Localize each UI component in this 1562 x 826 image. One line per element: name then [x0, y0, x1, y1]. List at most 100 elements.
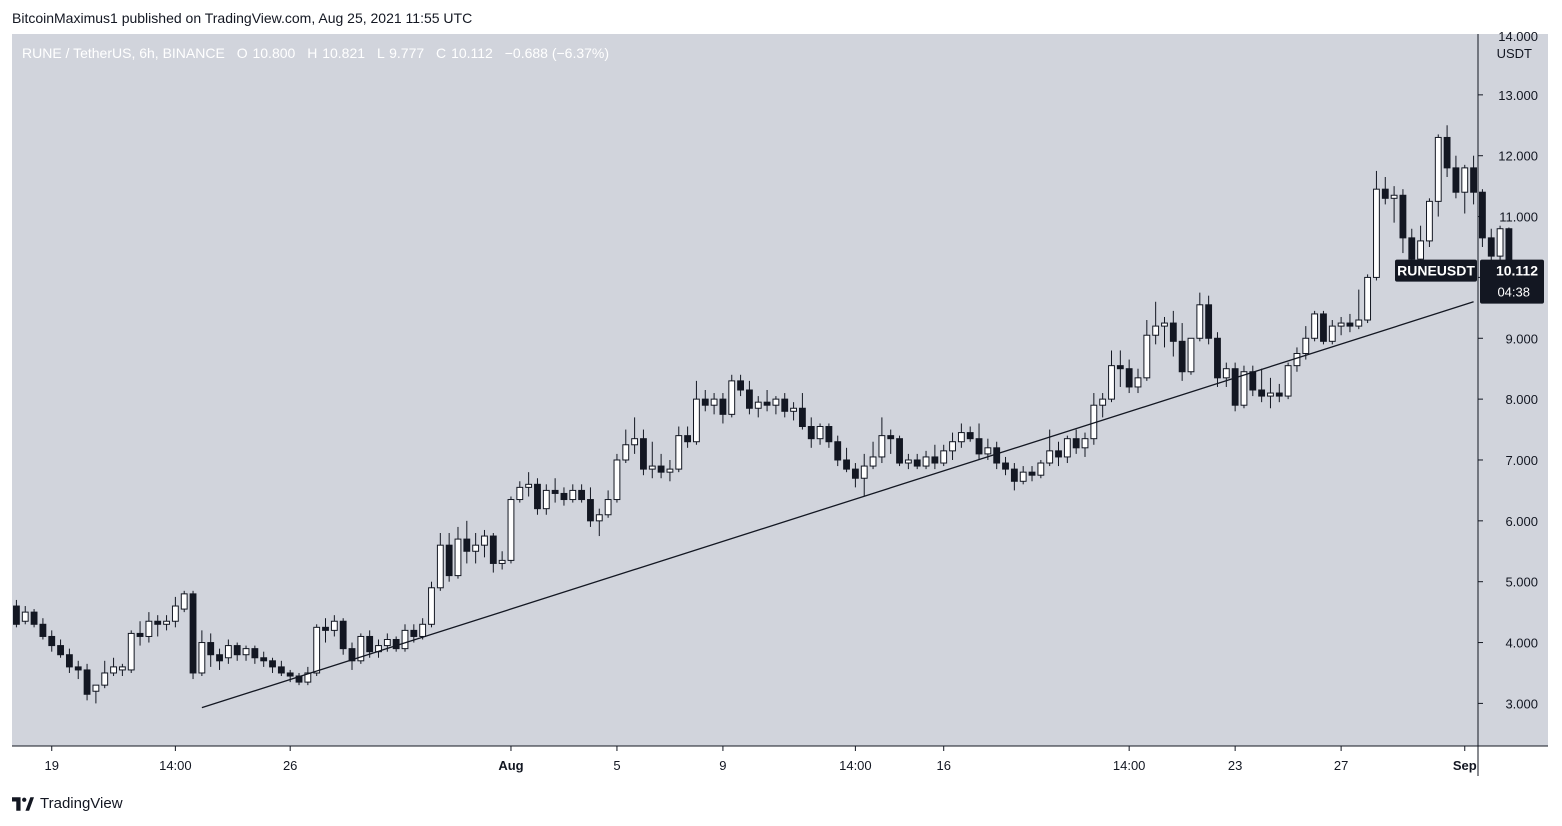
footer-brand[interactable]: TradingView [12, 795, 123, 812]
candle-body-down [851, 468, 859, 479]
candle [887, 429, 895, 454]
candle [578, 484, 586, 503]
candle-body-down [993, 447, 1001, 464]
time-tick-label: 26 [283, 758, 297, 773]
candle-body-down [640, 438, 647, 470]
candle-body-down [269, 660, 276, 668]
candle [1390, 186, 1398, 223]
price-tick-label: 12.000 [1498, 149, 1538, 164]
candle [746, 380, 753, 415]
candle-body-down [737, 380, 744, 391]
time-tick-label: 14:00 [159, 758, 192, 773]
candle-body-up [436, 544, 444, 589]
candle [1002, 456, 1009, 476]
candle-body-up [1134, 377, 1142, 388]
legend-high-value: 10.821 [322, 45, 365, 61]
candle [277, 660, 285, 677]
candle [940, 444, 948, 467]
legend-close-value: 10.112 [451, 45, 493, 61]
candle [233, 642, 241, 661]
candle-body-up [1196, 304, 1204, 339]
candle-body-up [648, 465, 656, 470]
candle [180, 590, 188, 613]
candle-body-down [1116, 365, 1124, 370]
candle-body-down [1275, 392, 1283, 397]
candle [631, 417, 639, 454]
candle-body-down [154, 620, 162, 625]
candle-body-up [1187, 337, 1195, 373]
price-tag-symbol: RUNEUSDT [1397, 263, 1475, 279]
candle-body-up [754, 401, 762, 409]
axis-top-partial-label: 14.000 [1498, 29, 1538, 44]
candle [127, 630, 135, 673]
candle-body-up [772, 398, 780, 406]
time-tick-label: 5 [613, 758, 620, 773]
candle-body-down [489, 535, 497, 564]
candle-body-up [163, 620, 170, 625]
candle-body-up [1161, 322, 1168, 327]
candle-body-up [604, 499, 612, 516]
candle-body-down [1028, 471, 1036, 476]
candle [472, 533, 480, 564]
candle-body-up [224, 645, 232, 659]
candle [1222, 362, 1230, 387]
price-tag-value: 10.112 [1496, 263, 1538, 279]
candle-body-down [1178, 340, 1186, 373]
candle [1196, 292, 1204, 342]
candle [957, 423, 965, 448]
price-tick-label: 3.000 [1505, 696, 1538, 711]
candle-body-up [472, 544, 480, 552]
ascending-trendline[interactable] [201, 301, 1474, 709]
price-tick-label: 6.000 [1505, 514, 1538, 529]
candle [1169, 310, 1177, 357]
legend-open-label: O [237, 45, 248, 61]
candle-body-down [719, 398, 727, 415]
candle [39, 618, 47, 640]
candle-body-up [92, 684, 100, 692]
candle-body-down [931, 456, 939, 464]
candle-body-up [1417, 240, 1425, 260]
candle-body-down [825, 426, 833, 443]
candle-body-up [922, 456, 930, 467]
candle [313, 624, 321, 677]
candle-body-down [746, 389, 753, 409]
candle-body-down [286, 672, 294, 677]
candle [1010, 463, 1018, 491]
candle [83, 663, 91, 701]
candle [507, 496, 515, 564]
candle-body-down [1408, 237, 1416, 260]
candle-body-down [701, 398, 709, 406]
candle [171, 596, 179, 628]
candle-body-up [622, 444, 630, 461]
candle-body-up [180, 593, 188, 610]
candle [1134, 368, 1142, 394]
plot-area[interactable] [12, 34, 1478, 746]
candle [763, 390, 771, 412]
candle-body-down [1320, 313, 1327, 342]
time-tick-label: Aug [498, 758, 523, 773]
price-tick-label: 8.000 [1505, 392, 1538, 407]
candle-body-up [304, 672, 312, 683]
candle [1099, 393, 1107, 418]
price-axis-ticks: 3.0004.0005.0006.0007.0008.0009.00010.00… [1478, 88, 1538, 711]
candle [1452, 155, 1460, 199]
candle [684, 426, 692, 448]
candle-body-up [507, 499, 515, 561]
candle-body-up [1426, 200, 1433, 242]
price-axis-panel[interactable] [1478, 34, 1548, 746]
price-tag-countdown: 04:38 [1497, 285, 1530, 300]
candle [666, 459, 674, 482]
candle [322, 618, 329, 643]
last-price-tag[interactable]: RUNEUSDT 10.112 04:38 [1395, 259, 1544, 304]
candle [1231, 362, 1239, 412]
candle-body-up [1081, 438, 1089, 449]
time-tick-label: 14:00 [839, 758, 872, 773]
candle-body-up [101, 672, 109, 686]
candle-body-down [534, 483, 541, 510]
candle-body-up [595, 514, 603, 522]
candle-body-down [65, 654, 73, 668]
candle-body-down [251, 648, 259, 659]
candle-body-up [869, 456, 877, 467]
candle [1470, 155, 1477, 205]
